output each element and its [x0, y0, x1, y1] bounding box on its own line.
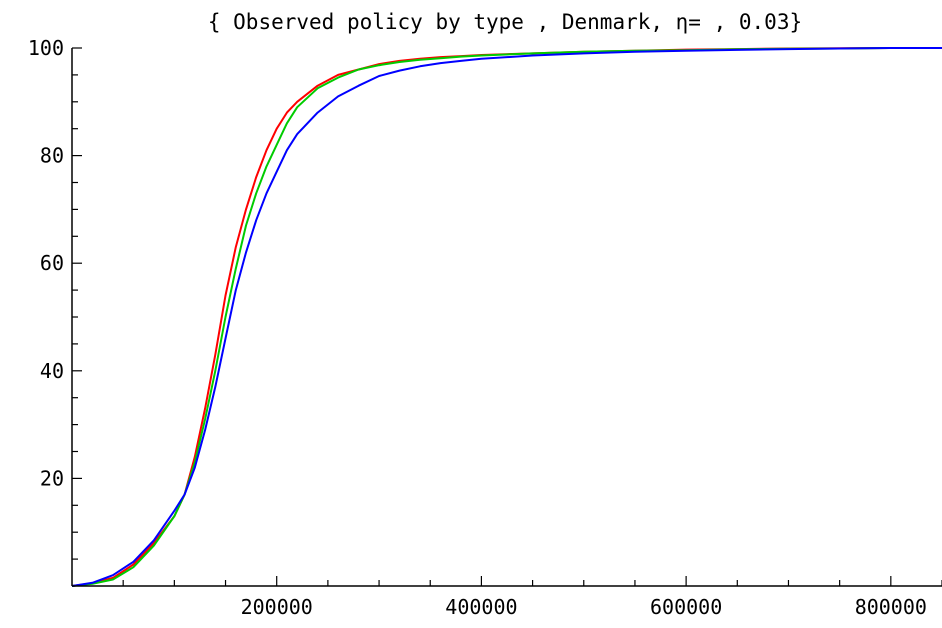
y-tick-label-80: 80	[40, 144, 64, 168]
x-tick-label-800000: 800000	[855, 595, 927, 619]
x-tick-label-200000: 200000	[241, 595, 313, 619]
y-tick-label-40: 40	[40, 359, 64, 383]
y-tick-label-20: 20	[40, 466, 64, 490]
y-tick-label-60: 60	[40, 251, 64, 275]
series-line-2	[71, 47, 942, 587]
x-tick-label-400000: 400000	[445, 595, 517, 619]
series-line-3	[71, 47, 942, 587]
ticks-layer: 20 40 60 80 100 200000 400000 600000 800000	[28, 36, 942, 619]
series-layer	[71, 47, 942, 587]
axes-layer	[71, 48, 942, 587]
y-tick-label-100: 100	[28, 36, 64, 60]
x-tick-label-600000: 600000	[650, 595, 722, 619]
chart-title: { Observed policy by type , Denmark, η= …	[208, 10, 802, 34]
series-line-1	[71, 47, 942, 587]
